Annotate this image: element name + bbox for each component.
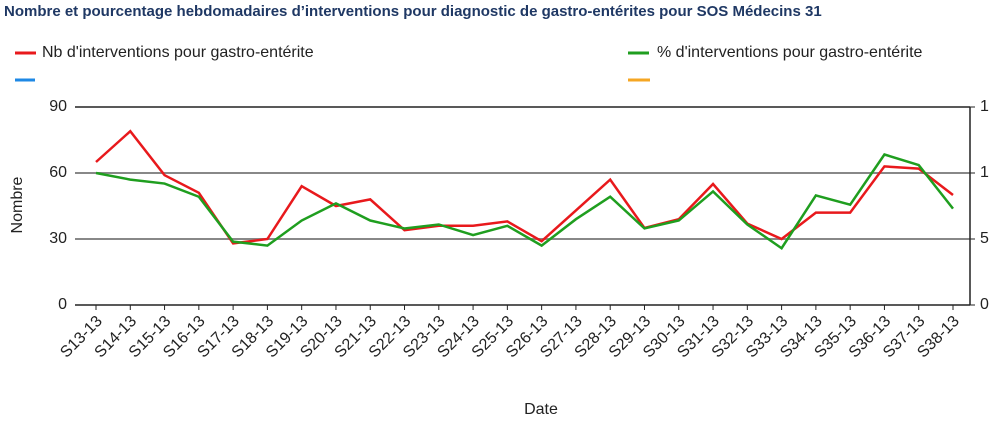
y-axis-label: Nombre bbox=[9, 176, 26, 233]
y2-tick-label: 0 bbox=[980, 296, 989, 313]
y-tick-label: 90 bbox=[49, 98, 67, 115]
y-tick-label: 0 bbox=[58, 296, 67, 313]
legend-label: Nb d'interventions pour gastro-entérite bbox=[42, 44, 314, 61]
x-axis-label: Date bbox=[524, 401, 558, 418]
line-series bbox=[95, 153, 954, 251]
chart-title: Nombre et pourcentage hebdomadaires d’in… bbox=[4, 3, 822, 20]
y2-tick-label: 10 bbox=[980, 164, 989, 181]
y2-tick-label: 15 bbox=[980, 98, 989, 115]
y2-tick-label: 5 bbox=[980, 230, 989, 247]
y-tick-label: 30 bbox=[49, 230, 67, 247]
y-tick-label: 60 bbox=[49, 164, 67, 181]
line-series bbox=[95, 129, 954, 245]
legend-label: % d'interventions pour gastro-entérite bbox=[657, 44, 923, 61]
